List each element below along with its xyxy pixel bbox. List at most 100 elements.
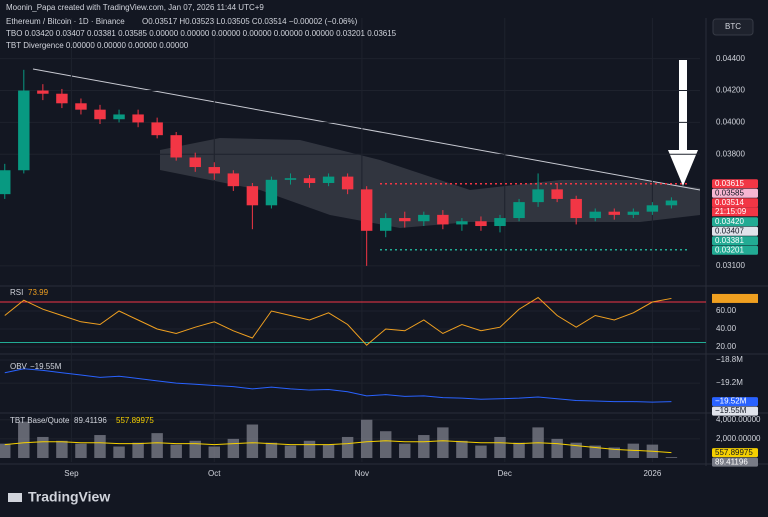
price-label: 0.03201: [715, 245, 744, 254]
candle-body: [75, 103, 87, 110]
y-tick-label: 0.03100: [716, 261, 745, 270]
obv-last: −19.55M: [30, 362, 62, 371]
price-label: 0.03420: [715, 217, 744, 226]
symbol-button[interactable]: [712, 18, 754, 36]
volume-bar: [284, 445, 297, 458]
candle-body: [494, 218, 506, 227]
volume-bar: [341, 436, 354, 458]
candle-body: [0, 170, 11, 195]
candle-body: [208, 167, 220, 174]
candle-body: [551, 189, 563, 199]
volume-bar: [170, 444, 182, 458]
volume-bar: [589, 445, 601, 458]
price-label-box: [712, 217, 758, 227]
candle-body: [322, 176, 335, 183]
candle-body: [589, 211, 601, 219]
countdown-box: [712, 207, 758, 217]
candle-body: [132, 114, 144, 123]
volume-bar: [608, 447, 620, 458]
x-tick-label: Dec: [498, 469, 512, 478]
indicator-line: [4, 296, 672, 346]
candle-body: [246, 186, 259, 206]
candle-body: [360, 189, 373, 231]
volume-bar: [418, 435, 430, 458]
candle-body: [399, 218, 411, 222]
price-label: 0.03585: [715, 188, 744, 197]
price-label: 0.03407: [715, 226, 744, 235]
logo-text: TradingView: [28, 489, 110, 505]
price-label-box: [712, 188, 758, 198]
price-label-box: [712, 397, 758, 407]
candle-body: [151, 122, 163, 136]
candle-body: [570, 198, 582, 219]
candle-body: [418, 214, 430, 222]
x-tick-label: Oct: [208, 469, 221, 478]
volume-ma-last: 557.89975: [116, 416, 154, 425]
candle-body: [665, 200, 678, 206]
volume-bar: [303, 440, 316, 458]
candle-body: [189, 157, 201, 168]
price-label-box: [712, 245, 758, 255]
obv-title: OBV: [10, 362, 28, 371]
volume-bar: [360, 419, 373, 458]
ohlc: O0.03517 H0.03523 L0.03505 C0.03514 −0.0…: [142, 17, 358, 26]
indicator-legend: TBT Divergence 0.00000 0.00000 0.00000 0…: [6, 41, 189, 50]
logo-mark: [8, 493, 22, 502]
volume-bar: [551, 438, 563, 458]
y-tick-label: 20.00: [716, 342, 737, 351]
volume-bar: [475, 445, 487, 458]
price-label-box: [712, 179, 758, 189]
volume-bar: [456, 440, 468, 458]
volume-bar: [75, 443, 87, 458]
price-label: 89.41196: [715, 457, 748, 466]
candle-body: [456, 221, 468, 225]
symbol-button-label[interactable]: BTC: [725, 22, 741, 31]
countdown: 21:15:09: [715, 207, 747, 216]
y-tick-label: 40.00: [716, 324, 737, 333]
logo: TradingView: [8, 489, 110, 505]
y-tick-label: −19.2M: [716, 378, 743, 387]
volume-last: 89.41196: [74, 416, 107, 425]
volume-bar: [132, 442, 144, 458]
indicator-legend: TBO 0.03420 0.03407 0.03381 0.03585 0.00…: [6, 29, 397, 38]
volume-title: TBT Base/Quote: [10, 416, 70, 425]
volume-bar: [570, 442, 582, 458]
candle-body: [284, 178, 297, 180]
price-label: 557.89975: [715, 448, 753, 457]
volume-bar: [437, 427, 449, 458]
series-title: Ethereum / Bitcoin · 1D · Binance: [6, 17, 125, 26]
trendline: [32, 68, 701, 191]
volume-bar: [665, 457, 678, 458]
price-label: 0.03381: [715, 236, 744, 245]
x-tick-label: Nov: [355, 469, 369, 478]
rsi-title: RSI: [10, 288, 23, 297]
volume-bar: [37, 436, 49, 458]
volume-bar: [94, 435, 106, 458]
volume-bar: [151, 433, 163, 458]
candle-body: [18, 90, 30, 171]
candle-body: [627, 211, 640, 215]
volume-bar: [494, 436, 506, 458]
candle-body: [608, 211, 620, 215]
volume-bar: [208, 446, 220, 458]
candle-body: [303, 178, 316, 183]
author-line: Moonin_Papa created with TradingView.com…: [6, 3, 264, 12]
candle-body: [532, 189, 544, 203]
price-label: −19.52M: [715, 397, 747, 406]
volume-bar: [265, 442, 278, 458]
candle-body: [437, 214, 449, 225]
y-tick-label: 4,000.00000: [716, 415, 761, 424]
price-label: 0.03615: [715, 179, 744, 188]
rsi-last: 73.99: [28, 288, 49, 297]
candle-body: [265, 179, 278, 206]
candle-body: [513, 202, 525, 219]
volume-bar: [18, 421, 30, 458]
volume-bar: [322, 444, 335, 458]
y-tick-label: 0.04000: [716, 118, 745, 127]
volume-bar: [246, 424, 259, 458]
price-label-box: [712, 236, 758, 246]
candle-body: [170, 135, 182, 158]
price-label-box: [712, 226, 758, 236]
y-tick-label: −18.8M: [716, 355, 743, 364]
